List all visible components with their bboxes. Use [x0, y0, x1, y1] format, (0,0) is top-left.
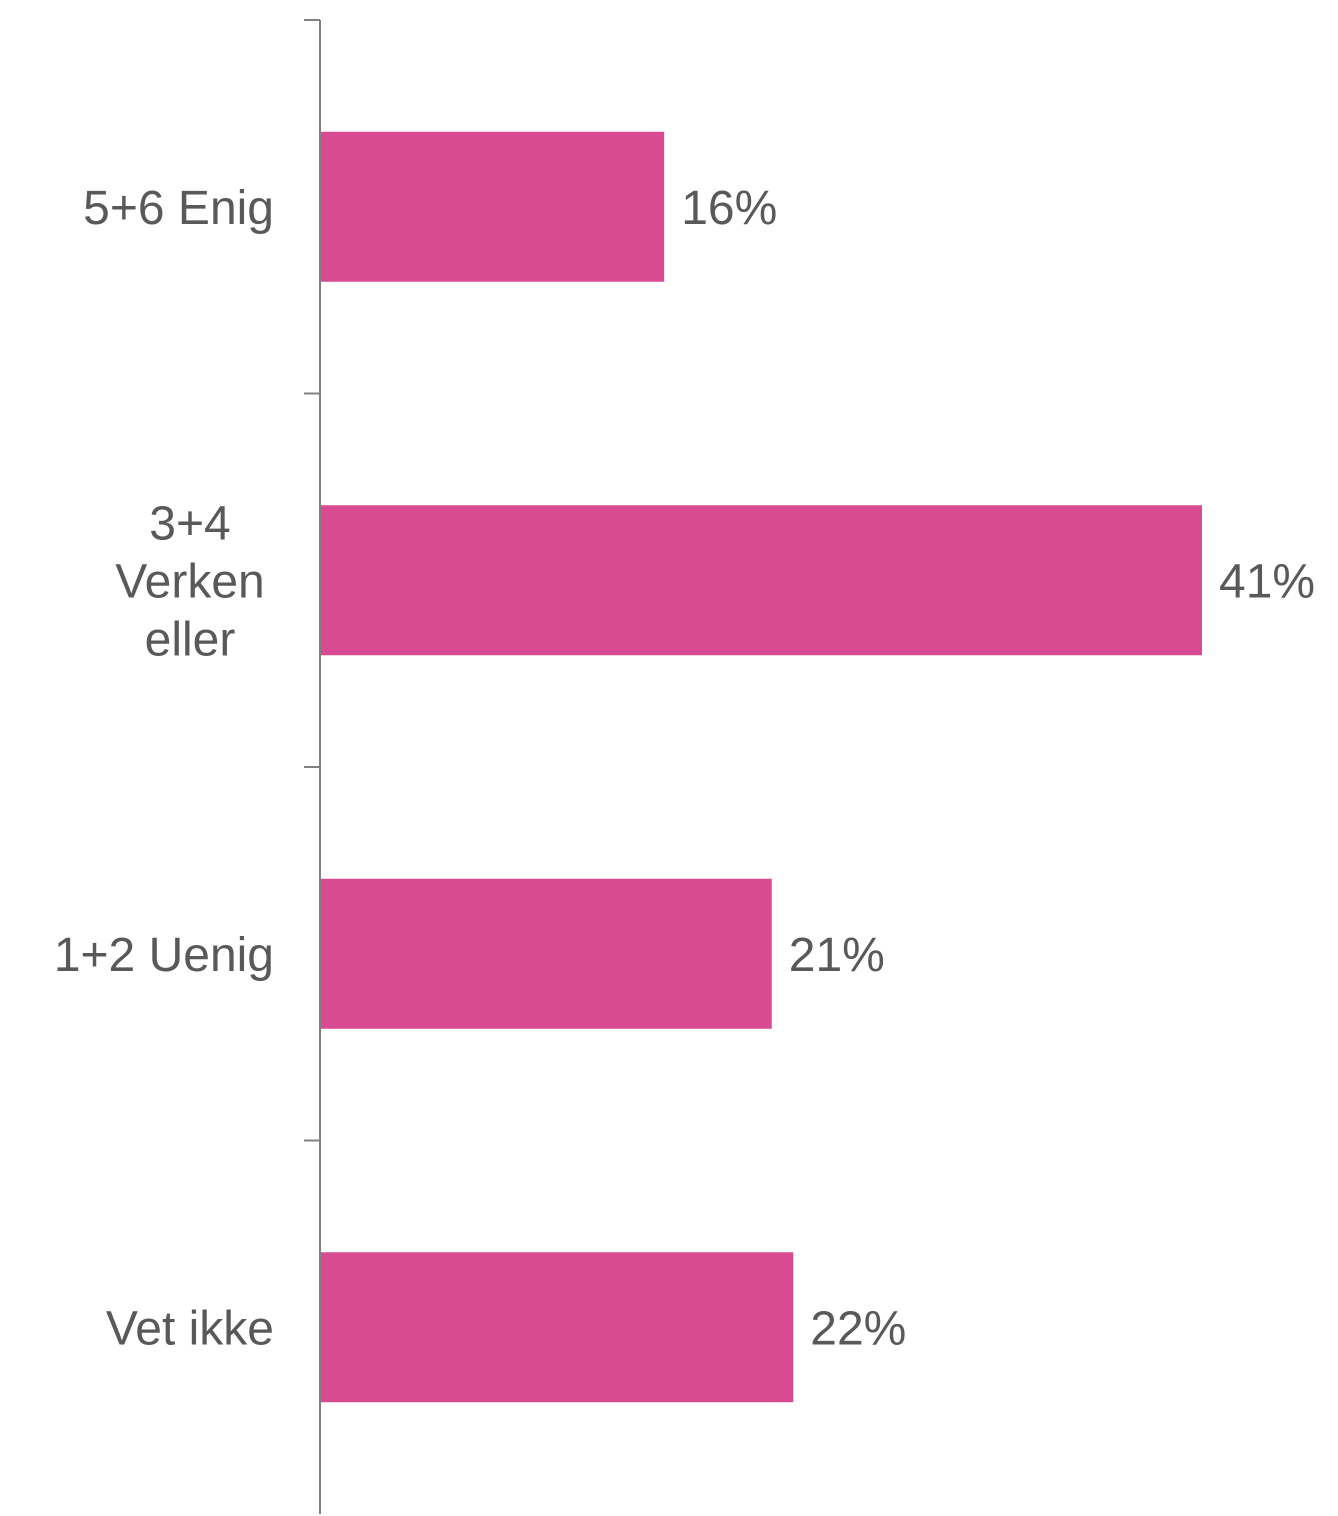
category-label: 5+6 Enig: [83, 182, 274, 235]
bar: [321, 1252, 794, 1403]
category-label-line: Vet ikke: [106, 1302, 274, 1355]
category-label-line: Verken: [115, 555, 264, 608]
bar: [321, 505, 1202, 656]
category-label-line: 3+4: [149, 497, 230, 550]
bar-value-label: 16%: [681, 182, 777, 235]
bars-group: [321, 131, 1202, 1403]
category-label-line: 1+2 Uenig: [54, 929, 274, 982]
bar: [321, 878, 772, 1029]
bar: [321, 131, 665, 282]
category-label-line: 5+6 Enig: [83, 182, 274, 235]
category-label: Vet ikke: [106, 1302, 274, 1355]
category-label-line: eller: [145, 613, 236, 666]
bar-value-label: 21%: [789, 929, 885, 982]
category-axis: [304, 19, 321, 1514]
category-label: 1+2 Uenig: [54, 929, 274, 982]
category-label: 3+4 Verken eller: [115, 497, 264, 666]
bar-value-label: 41%: [1219, 555, 1315, 608]
bar-value-label: 22%: [810, 1302, 906, 1355]
labels-group: 16% 5+6 Enig 41% 3+4 Verken eller 21% 1+2 Uenig…: [54, 182, 1315, 1356]
